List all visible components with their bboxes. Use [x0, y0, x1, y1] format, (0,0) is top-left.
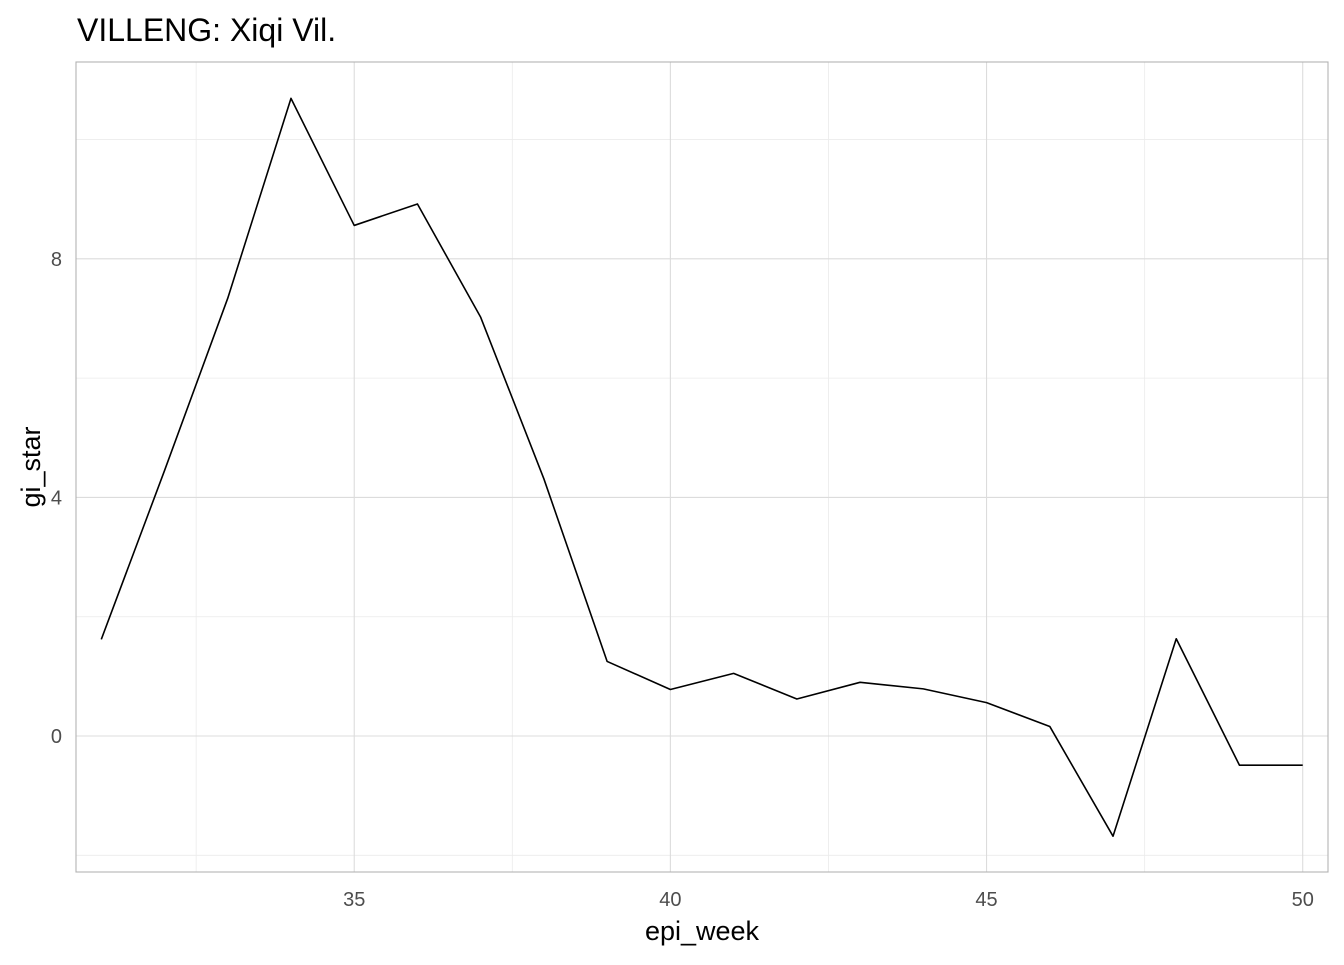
y-axis-ticks: 0 4 8	[51, 249, 62, 748]
y-tick-label: 8	[51, 249, 62, 271]
minor-gridlines	[76, 62, 1328, 872]
series-line-1	[100, 97, 1303, 838]
x-tick-label: 45	[975, 889, 997, 911]
series-layer	[100, 97, 1303, 838]
plot-panel	[75, 61, 1329, 873]
y-tick-label: 0	[51, 726, 62, 748]
chart-title: VILLENG: Xiqi Vil.	[77, 12, 336, 48]
major-gridlines	[76, 62, 1328, 872]
x-tick-label: 40	[659, 889, 681, 911]
x-axis-ticks: 35 40 45 50	[343, 889, 1314, 911]
x-axis-title: epi_week	[645, 916, 760, 946]
x-tick-label: 35	[343, 889, 365, 911]
y-axis-title: gi_star	[16, 426, 46, 507]
x-tick-label: 50	[1292, 889, 1314, 911]
y-tick-label: 4	[51, 487, 62, 509]
